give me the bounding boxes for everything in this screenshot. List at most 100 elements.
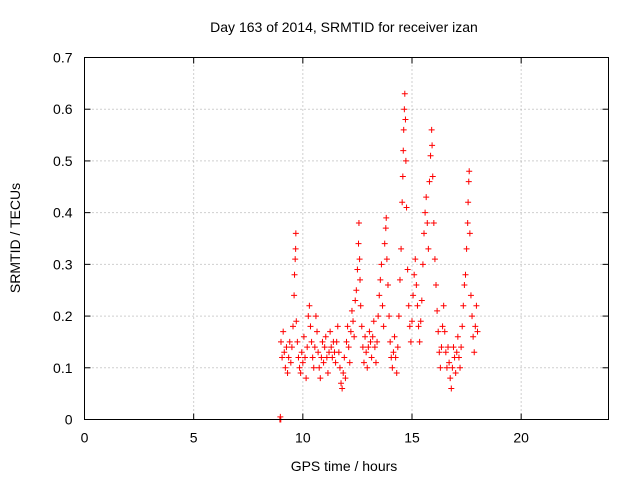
data-point xyxy=(461,282,468,289)
data-point xyxy=(355,219,362,226)
tick-labels: 0 0.1 0.2 0.3 0.4 0.5 0.6 0.7 0 5 10 15 20 xyxy=(53,50,529,446)
data-point xyxy=(344,323,351,330)
data-point xyxy=(293,318,300,325)
data-point xyxy=(422,209,429,216)
data-point xyxy=(469,313,476,320)
data-point xyxy=(283,344,290,351)
data-point xyxy=(341,354,348,361)
data-point xyxy=(334,323,341,330)
data-point xyxy=(285,354,292,361)
data-point xyxy=(354,266,361,273)
data-point xyxy=(406,323,413,330)
data-point xyxy=(459,323,466,330)
data-point xyxy=(310,364,317,371)
data-point xyxy=(375,313,382,320)
data-point xyxy=(434,307,441,314)
data-point xyxy=(466,168,473,175)
data-point xyxy=(410,292,417,299)
data-point xyxy=(311,344,318,351)
data-point xyxy=(357,276,364,283)
data-point xyxy=(287,359,294,366)
data-point xyxy=(404,266,411,273)
data-point xyxy=(447,375,454,382)
data-point xyxy=(448,385,455,392)
data-point xyxy=(425,245,432,252)
data-point xyxy=(352,297,359,304)
data-point xyxy=(390,349,397,356)
data-point xyxy=(340,369,347,376)
data-point xyxy=(378,261,385,268)
data-point xyxy=(342,375,349,382)
data-point xyxy=(387,338,394,345)
data-point xyxy=(347,328,354,335)
data-point xyxy=(348,307,355,314)
y-tick-label: 0.7 xyxy=(53,50,73,66)
data-point xyxy=(309,354,316,361)
data-point xyxy=(402,157,409,164)
y-tick-label: 0.4 xyxy=(53,205,73,221)
data-point xyxy=(382,225,389,232)
chart-title: Day 163 of 2014, SRMTID for receiver iza… xyxy=(210,19,478,35)
data-point xyxy=(360,359,367,366)
data-point xyxy=(369,333,376,340)
data-point xyxy=(332,359,339,366)
data-point xyxy=(351,333,358,340)
data-point xyxy=(389,364,396,371)
data-point xyxy=(418,297,425,304)
data-point xyxy=(436,349,443,356)
data-point xyxy=(399,173,406,180)
y-tick-label: 0.6 xyxy=(53,101,73,117)
data-point xyxy=(381,240,388,247)
data-point xyxy=(366,328,373,335)
data-point xyxy=(291,292,298,299)
data-point xyxy=(394,344,401,351)
data-point xyxy=(413,282,420,289)
data-point xyxy=(392,354,399,361)
data-point xyxy=(443,364,450,371)
data-point xyxy=(374,338,381,345)
data-point xyxy=(474,328,481,335)
data-point xyxy=(417,318,424,325)
data-point xyxy=(391,333,398,340)
data-point xyxy=(338,380,345,387)
data-point xyxy=(452,369,459,376)
data-point xyxy=(419,261,426,268)
y-tick-label: 0.2 xyxy=(53,308,73,324)
data-point xyxy=(317,375,324,382)
data-point xyxy=(355,240,362,247)
data-point xyxy=(323,354,330,361)
data-point xyxy=(393,369,400,376)
data-point xyxy=(368,354,375,361)
data-point xyxy=(370,318,377,325)
data-point xyxy=(367,338,374,345)
data-point xyxy=(401,106,408,113)
data-point xyxy=(415,323,422,330)
data-point xyxy=(433,282,440,289)
x-axis-label: GPS time / hours xyxy=(291,458,398,474)
x-tick-label: 15 xyxy=(404,430,420,446)
data-point xyxy=(305,313,312,320)
data-point xyxy=(414,302,421,309)
data-point xyxy=(386,313,393,320)
data-point xyxy=(455,354,462,361)
data-point xyxy=(473,302,480,309)
data-point xyxy=(315,349,322,356)
data-point xyxy=(445,344,452,351)
data-point xyxy=(379,302,386,309)
data-point xyxy=(424,219,431,226)
data-point xyxy=(279,354,286,361)
data-point xyxy=(335,349,342,356)
data-point xyxy=(465,199,472,206)
data-point xyxy=(383,214,390,221)
data-point xyxy=(423,194,430,201)
data-point xyxy=(429,142,436,149)
data-point xyxy=(377,276,384,283)
grid-lines xyxy=(84,57,609,420)
data-point xyxy=(346,359,353,366)
x-tick-label: 20 xyxy=(513,430,529,446)
data-point xyxy=(371,344,378,351)
data-point xyxy=(449,364,456,371)
data-point xyxy=(363,349,370,356)
data-points xyxy=(276,90,481,423)
